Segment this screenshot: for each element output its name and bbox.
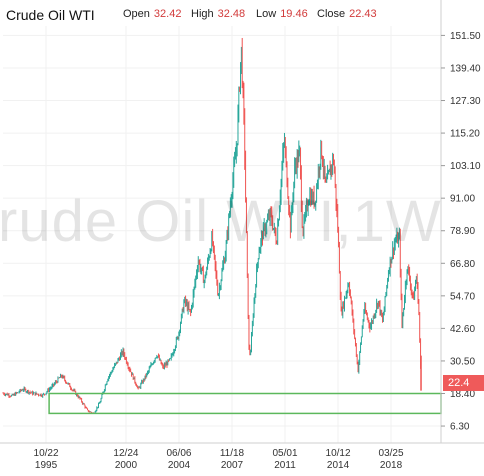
x-tick-label: 03/25: [379, 448, 404, 459]
symbol-title: Crude Oil WTI: [6, 7, 95, 23]
x-tick-label: 10/22: [34, 448, 59, 459]
y-tick-label: 6.30: [450, 422, 470, 433]
low-label: Low: [256, 8, 277, 20]
close-label: Close: [317, 8, 346, 20]
y-tick-label: 54.70: [450, 291, 475, 302]
high-value: 32.48: [217, 8, 246, 20]
y-tick-label: 42.60: [450, 324, 475, 335]
close-value: 22.43: [349, 8, 377, 20]
y-axis: 151.50 139.40 127.30 115.20 103.10 91.00 78.90…: [440, 0, 481, 443]
y-tick-label: 78.90: [450, 226, 475, 237]
ohlc-open: Open 32.42: [123, 8, 181, 20]
x-tick-label: 11/18: [220, 448, 245, 459]
x-tick-label: 2011: [274, 460, 296, 471]
y-tick-label: 115.20: [450, 129, 480, 140]
open-value: 32.42: [153, 8, 182, 20]
y-tick-label: 103.10: [450, 161, 481, 172]
last-price-tag: 22.4: [443, 374, 484, 391]
x-tick-label: 2018: [380, 460, 403, 471]
y-tick-label: 127.30: [450, 96, 481, 107]
open-label: Open: [123, 8, 150, 20]
support-zone-rect: [48, 392, 442, 415]
high-label: High: [191, 8, 214, 20]
ohlc-high: High 32.48: [191, 8, 245, 20]
y-tick-label: 151.50: [450, 31, 481, 42]
y-tick-label: 91.00: [450, 194, 475, 205]
ohlc-low: Low 19.46: [256, 8, 308, 20]
y-tick-label: 66.80: [450, 259, 475, 270]
low-value: 19.46: [280, 8, 308, 20]
price-bars: [2, 37, 422, 414]
x-tick-label: 1995: [35, 460, 58, 471]
x-tick-label: 12/24: [113, 448, 138, 459]
x-tick-label: 05/01: [272, 448, 297, 459]
y-tick-label: 18.40: [450, 389, 475, 400]
symbol-watermark: rude Oil WTI,1W: [0, 189, 442, 254]
x-tick-label: 2014: [327, 460, 350, 471]
support-zone-box: [48, 392, 442, 415]
x-tick-label: 06/06: [166, 448, 191, 459]
x-tick-label: 2000: [115, 460, 138, 471]
y-tick-label: 139.40: [450, 63, 481, 74]
x-tick-label: 2004: [168, 460, 191, 471]
y-tick-label: 30.50: [450, 356, 475, 367]
x-tick-label: 10/12: [326, 448, 351, 459]
x-tick-label: 2007: [221, 460, 244, 471]
ohlc-close: Close 22.43: [317, 8, 377, 20]
